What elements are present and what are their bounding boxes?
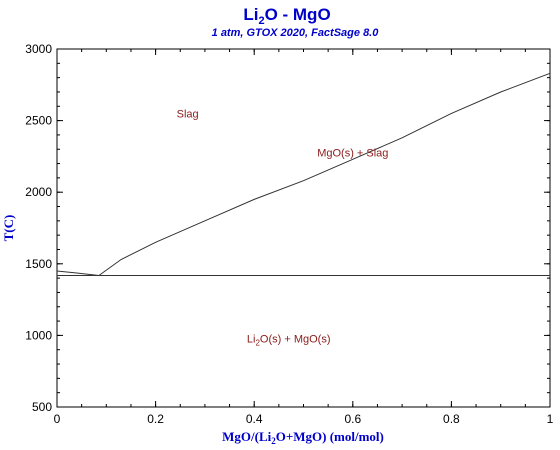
x-tick-label: 0 <box>54 412 61 426</box>
y-tick-label: 3000 <box>25 42 52 56</box>
region-label: MgO(s) + Slag <box>317 147 388 159</box>
chart-title: Li2O - MgO <box>243 5 330 27</box>
y-tick-label: 1500 <box>25 257 52 271</box>
region-labels: Slag MgO(s) + Slag Li2O(s) + MgO(s) <box>177 109 389 348</box>
region-label: Li2O(s) + MgO(s) <box>247 334 331 348</box>
x-tick-label: 1 <box>547 412 554 426</box>
chart-subtitle: 1 atm, GTOX 2020, FactSage 8.0 <box>212 27 380 39</box>
y-tick-label: 2500 <box>25 114 52 128</box>
y-tick-label: 1000 <box>25 328 52 342</box>
x-axis-label: MgO/(Li2O+MgO) (mol/mol) <box>222 429 384 446</box>
phase-boundary-1 <box>56 270 99 276</box>
x-tick-label: 0.2 <box>147 412 164 426</box>
x-tick-label: 0.4 <box>246 412 263 426</box>
phase-boundaries <box>56 72 551 276</box>
y-tick-label: 500 <box>32 400 52 414</box>
phase-boundary-2 <box>98 72 551 276</box>
x-tick-label: 0.8 <box>443 412 460 426</box>
y-tick-label: 2000 <box>25 185 52 199</box>
region-label: Slag <box>177 109 199 121</box>
y-axis-label: T(C) <box>1 215 16 242</box>
x-tick-label: 0.6 <box>344 412 361 426</box>
